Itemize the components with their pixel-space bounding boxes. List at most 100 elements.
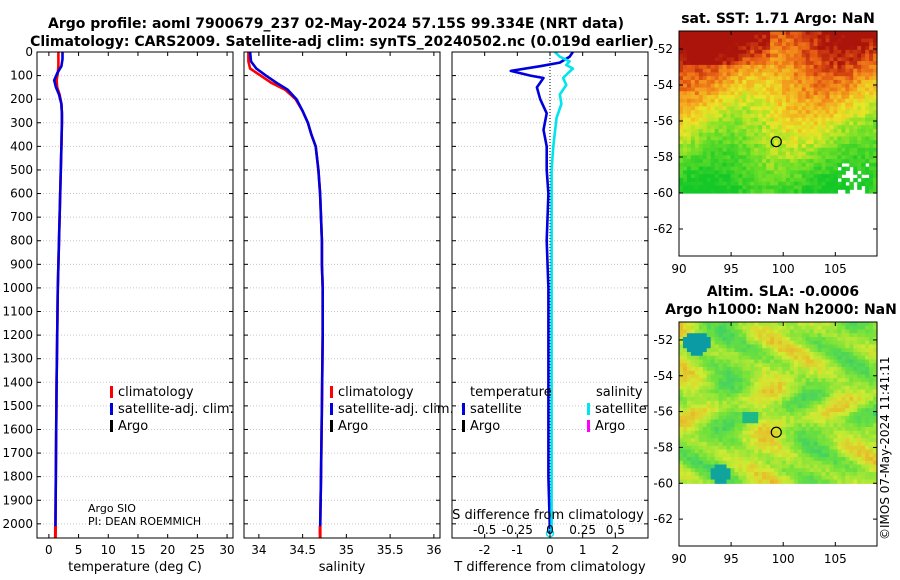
map-cell — [718, 378, 724, 383]
map-cell — [861, 374, 866, 379]
map-cell — [873, 378, 878, 383]
map-cell — [698, 423, 704, 428]
map-cell — [789, 113, 795, 119]
map-cell — [837, 91, 842, 96]
map-cell — [837, 98, 842, 104]
map-cell — [679, 457, 684, 462]
map-cell — [789, 427, 795, 432]
map-cell — [766, 359, 771, 364]
map-cell — [789, 374, 795, 379]
map-cell — [817, 113, 823, 119]
map-cell — [690, 333, 696, 338]
map-cell — [722, 412, 728, 417]
map-cell — [841, 106, 846, 111]
map-cell — [841, 61, 846, 66]
map-cell — [722, 34, 728, 40]
map-cell — [706, 125, 712, 130]
map-cell — [845, 389, 850, 394]
map-cell — [714, 404, 720, 409]
map-cell — [746, 472, 751, 477]
map-cell — [781, 340, 787, 346]
map-cell — [853, 340, 858, 346]
map-cell — [778, 453, 783, 458]
map-cell — [742, 110, 747, 115]
map-cell — [686, 479, 692, 484]
map-cell — [837, 445, 842, 451]
map-cell — [849, 355, 854, 361]
map-cell — [805, 453, 811, 458]
map-cell — [682, 79, 688, 85]
map-cell — [797, 121, 803, 126]
map-cell — [853, 151, 858, 156]
map-cell — [793, 132, 799, 138]
map-cell — [829, 162, 835, 168]
map-cell — [849, 76, 854, 81]
map-cell — [849, 333, 854, 338]
map-cell — [849, 121, 854, 126]
map-cell — [738, 449, 743, 454]
map-cell — [718, 53, 724, 58]
map-cell — [742, 460, 747, 466]
map-cell — [817, 57, 823, 62]
map-cell — [738, 42, 743, 47]
map-cell — [873, 355, 878, 361]
map-cell — [758, 181, 763, 187]
map-cell — [774, 72, 779, 77]
map-cell — [785, 113, 791, 119]
map-cell — [873, 427, 878, 432]
map-cell — [722, 155, 728, 160]
map-cell — [750, 87, 755, 92]
map-cell — [845, 385, 850, 391]
map-cell — [698, 352, 704, 357]
map-cell — [702, 117, 708, 123]
map-cell — [762, 166, 767, 171]
map-cell — [766, 472, 771, 477]
map-cell — [821, 128, 827, 134]
map-cell — [833, 370, 838, 376]
map-cell — [738, 61, 743, 66]
map-cell — [797, 151, 803, 156]
map-cell — [797, 457, 803, 462]
map-cell — [821, 174, 827, 179]
map-cell — [770, 434, 775, 439]
map-cell — [825, 397, 831, 402]
map-cell — [869, 132, 874, 138]
map-cell — [857, 449, 862, 454]
map-cell — [805, 419, 811, 424]
map-cell — [730, 460, 736, 466]
map-cell — [785, 64, 791, 70]
map-cell — [789, 438, 795, 443]
map-cell — [710, 110, 716, 115]
map-cell — [758, 393, 763, 398]
map-cell — [742, 106, 747, 111]
map-cell — [686, 382, 692, 387]
map-cell — [825, 166, 831, 171]
map-cell — [869, 117, 874, 123]
map-cell — [679, 449, 684, 454]
map-cell — [766, 61, 771, 66]
map-cell — [698, 57, 704, 62]
map-cell — [793, 79, 799, 85]
map-cell — [722, 382, 728, 387]
map-cell — [805, 140, 811, 145]
map-cell — [710, 415, 716, 421]
map-cell — [813, 95, 819, 100]
map-cell — [833, 363, 838, 368]
map-cell — [833, 185, 838, 190]
map-cell — [694, 389, 700, 394]
map-cell — [774, 177, 779, 183]
map-cell — [801, 337, 807, 342]
map-cell — [758, 136, 763, 141]
map-cell — [706, 151, 712, 156]
map-cell — [770, 79, 775, 85]
map-cell — [833, 181, 838, 187]
map-cell — [813, 385, 819, 391]
map-cell — [746, 113, 751, 119]
map-cell — [833, 98, 838, 104]
map-cell — [833, 472, 838, 477]
map-cell — [702, 46, 708, 51]
map-cell — [778, 49, 783, 55]
map-cell — [718, 91, 724, 96]
map-cell — [841, 46, 846, 51]
map-cell — [758, 404, 763, 409]
